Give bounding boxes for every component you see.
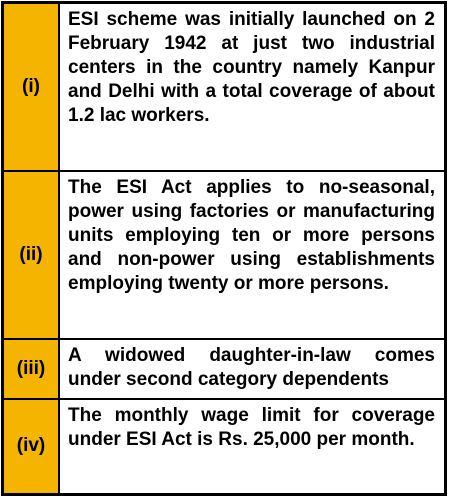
row-text: A widowed daughter-in-law comes under se… — [58, 337, 447, 400]
row-label: (iii) — [1, 337, 60, 400]
row-text: The ESI Act applies to no-seasonal, powe… — [58, 169, 447, 340]
row-label: (iv) — [1, 397, 60, 496]
row-text: The monthly wage limit for coverage unde… — [58, 397, 447, 496]
row-label: (i) — [1, 1, 60, 172]
table-row: (i) ESI scheme was initially launched on … — [1, 1, 447, 172]
table-row: (iv) The monthly wage limit for coverage … — [1, 397, 447, 496]
table-row: (iii) A widowed daughter-in-law comes und… — [1, 337, 447, 400]
row-text: ESI scheme was initially launched on 2 F… — [58, 1, 447, 172]
row-label: (ii) — [1, 169, 60, 340]
table-row: (ii) The ESI Act applies to no-seasonal, … — [1, 169, 447, 340]
